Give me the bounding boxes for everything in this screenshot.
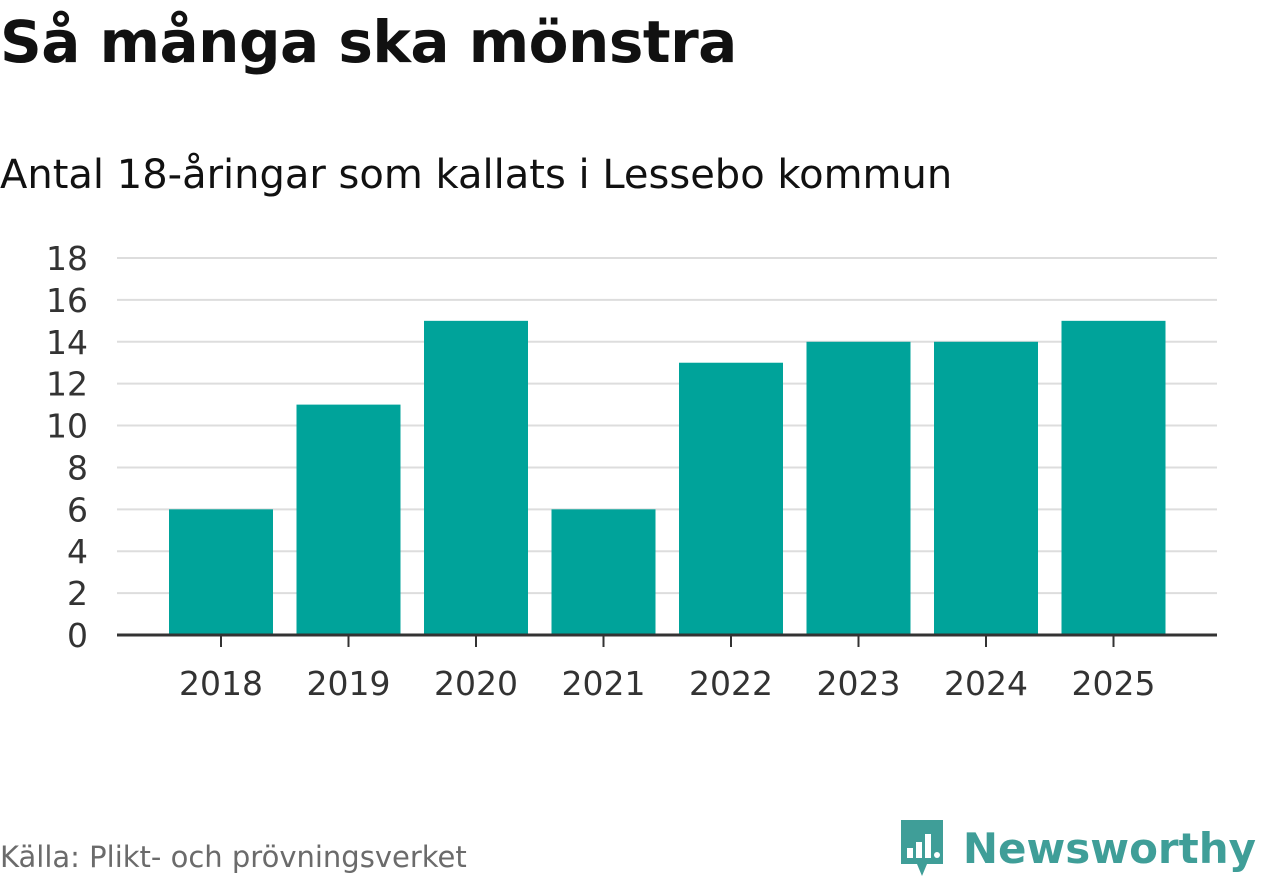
- x-tick-label: 2025: [1072, 664, 1156, 703]
- chart-title: Så många ska mönstra: [0, 8, 737, 76]
- x-tick-label: 2019: [307, 664, 391, 703]
- x-tick-label: 2022: [689, 664, 773, 703]
- y-tick-label: 18: [46, 239, 88, 278]
- x-axis-ticks: 2018 2019 2020 2021 2022 2023 2024 2025: [179, 635, 1155, 703]
- brand-logo: Newsworthy: [897, 818, 1256, 878]
- bar-2023: [806, 341, 911, 635]
- gridlines: [117, 257, 1217, 595]
- x-tick-label: 2024: [944, 664, 1028, 703]
- x-tick-label: 2021: [562, 664, 646, 703]
- y-tick-label: 14: [46, 323, 88, 362]
- bar-2025: [1061, 320, 1166, 635]
- y-tick-label: 16: [46, 281, 88, 320]
- y-tick-label: 6: [67, 490, 88, 529]
- bars: [169, 320, 1166, 635]
- brand-name: Newsworthy: [962, 823, 1256, 873]
- y-tick-label: 10: [46, 407, 88, 446]
- bar-2021: [551, 509, 656, 635]
- y-tick-label: 8: [67, 448, 88, 487]
- chart-subtitle: Antal 18-åringar som kallats i Lessebo k…: [0, 152, 953, 198]
- y-tick-label: 2: [67, 574, 88, 613]
- source-note: Källa: Plikt- och prövningsverket: [0, 840, 467, 874]
- newsworthy-logo-icon: [900, 820, 943, 876]
- bar-2018: [169, 509, 273, 635]
- bar-2024: [934, 341, 1038, 635]
- bar-2020: [424, 320, 528, 635]
- y-tick-label: 12: [46, 365, 88, 404]
- x-tick-label: 2020: [434, 664, 518, 703]
- y-tick-label: 4: [67, 532, 88, 571]
- x-tick-label: 2018: [179, 664, 263, 703]
- x-tick-label: 2023: [817, 664, 901, 703]
- bar-2022: [679, 362, 783, 635]
- bar-2019: [296, 404, 401, 635]
- y-tick-label: 0: [67, 616, 88, 655]
